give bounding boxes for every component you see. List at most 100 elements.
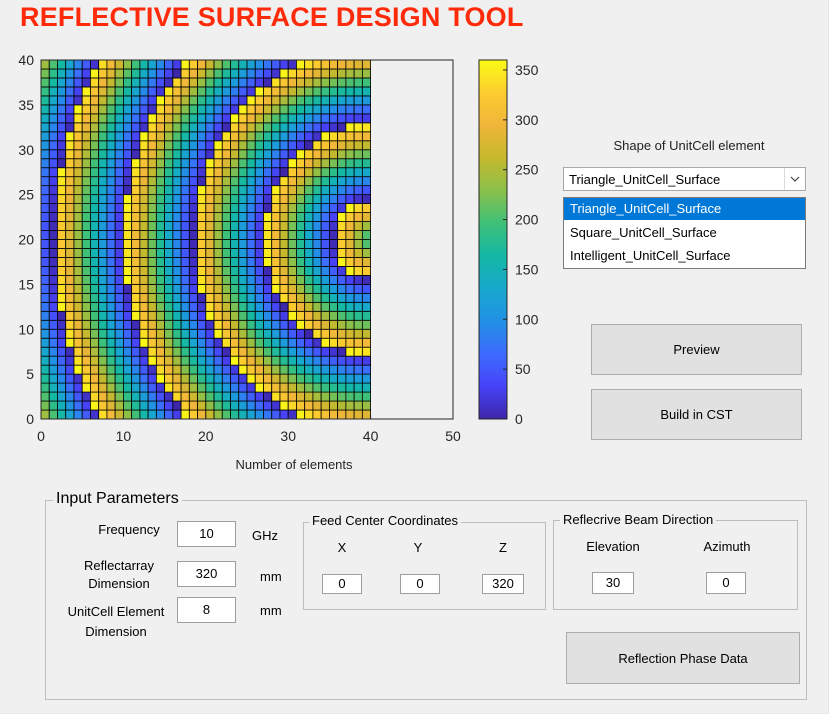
heatmap-cell [98,203,108,213]
heatmap-cell [48,86,58,97]
heatmap-cell [238,158,248,169]
heatmap-cell [353,337,363,348]
heatmap-cell [361,140,371,151]
heatmap-cell [271,212,281,222]
heatmap-cell [238,149,248,160]
heatmap-cell [57,355,67,366]
heatmap-cell [48,140,58,151]
heatmap-cell [155,373,166,384]
heatmap-cell [296,77,306,88]
heatmap-cell [205,283,215,294]
heatmap-cell [353,400,363,411]
heatmap-cell [238,212,248,222]
heatmap-cell [279,266,289,276]
heatmap-cell [296,283,306,294]
heatmap-cell [320,346,330,357]
shape-option-square[interactable]: Square_UnitCell_Surface [570,225,717,240]
heatmap-cell [205,346,215,357]
heatmap-cell [73,337,83,348]
heatmap-cell [238,382,248,393]
heatmap-cell [139,194,149,204]
chevron-down-icon[interactable] [784,168,805,190]
preview-button[interactable]: Preview [591,324,802,375]
heatmap-cell [197,382,207,393]
heatmap-cell [73,266,83,276]
heatmap-cell [246,382,256,393]
heatmap-cell [304,301,314,312]
azimuth-input[interactable]: 0 [706,572,746,594]
heatmap-cell [337,257,347,267]
build-in-cst-button[interactable]: Build in CST [591,389,802,440]
frequency-input[interactable]: 10 [177,521,236,547]
heatmap-cell [73,382,83,393]
heatmap-cell [221,400,231,411]
heatmap-cell [57,319,67,330]
heatmap-cell [304,310,314,321]
feed-z-input[interactable]: 320 [482,574,524,594]
heatmap-cell [213,364,223,375]
heatmap-cell [353,257,363,267]
heatmap-cell [73,409,83,420]
heatmap-cell [320,221,330,231]
heatmap-cell [238,328,248,339]
heatmap-cell [155,149,166,160]
heatmap-cell [65,346,75,357]
heatmap-cell [238,140,248,151]
heatmap-cell [246,122,256,133]
heatmap-cell [337,373,347,384]
shape-option-intelligent[interactable]: Intelligent_UnitCell_Surface [570,248,731,263]
heatmap-cell [123,283,133,294]
heatmap-cell [81,409,91,420]
heatmap-cell [238,95,248,106]
heatmap-cell [106,176,116,187]
shape-option-triangle[interactable]: Triangle_UnitCell_Surface [564,198,805,220]
heatmap-cell [188,364,198,375]
heatmap-cell [98,364,108,375]
heatmap-cell [147,364,157,375]
heatmap-cell [188,310,198,321]
heatmap-cell [279,337,289,348]
heatmap-cell [221,346,231,357]
heatmap-cell [337,203,347,213]
heatmap-cell [90,230,100,240]
heatmap-cell [147,113,157,124]
heatmap-cell [114,391,124,402]
heatmap-cell [287,95,297,106]
heatmap-cell [296,257,306,267]
elevation-input[interactable]: 30 [592,572,634,594]
heatmap-cell [246,203,256,213]
heatmap-cell [287,212,297,222]
feed-y-input[interactable]: 0 [400,574,440,594]
reflectarray-label-line1: Reflectarray [83,558,155,573]
shape-dropdown-list: Triangle_UnitCell_Surface Square_UnitCel… [563,197,806,269]
heatmap-cell [254,382,264,393]
heatmap-cell [304,328,314,339]
heatmap-cell [57,257,67,267]
heatmap-cell [328,239,339,249]
unitcell-dimension-input[interactable]: 8 [177,597,236,623]
heatmap-cell [180,68,190,79]
x-tick-label: 0 [37,428,45,444]
heatmap-cell [57,230,67,240]
heatmap-cell [353,158,363,169]
heatmap-cell [320,86,330,97]
heatmap-cell [213,158,223,169]
reflectarray-dimension-input[interactable]: 320 [177,561,236,587]
heatmap-cell [90,257,100,267]
heatmap-cell [205,77,215,88]
heatmap-cell [263,149,273,160]
heatmap-cell [139,212,149,222]
heatmap-cell [164,355,174,366]
heatmap-cell [271,131,281,142]
heatmap-cell [139,131,149,142]
heatmap-cell [304,364,314,375]
heatmap-cell [197,59,207,70]
heatmap-cell [65,400,75,411]
reflection-phase-data-button[interactable]: Reflection Phase Data [566,632,800,684]
heatmap-cell [197,185,207,196]
heatmap-cell [114,185,124,196]
feed-x-input[interactable]: 0 [322,574,362,594]
shape-dropdown[interactable]: Triangle_UnitCell_Surface [563,167,806,191]
heatmap-cell [90,239,100,249]
heatmap-cell [263,373,273,384]
